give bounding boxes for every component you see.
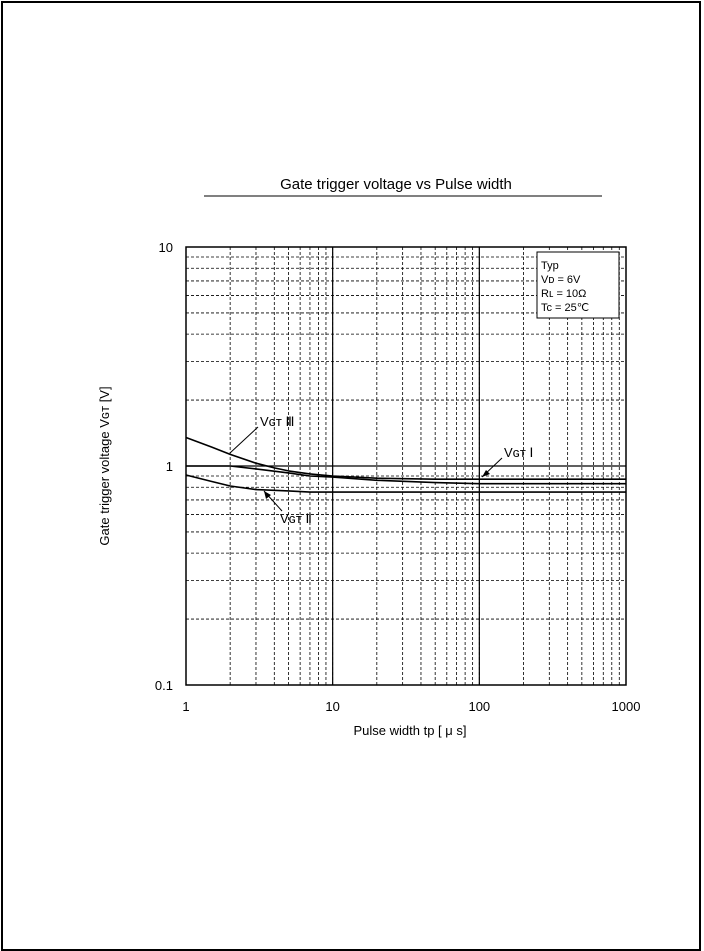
series-label-vgt1: Vɢᴛ Ⅰ xyxy=(481,445,533,478)
y-tick-label: 1 xyxy=(166,459,173,474)
conditions-box: Typ Vᴅ = 6V Rʟ = 10Ω Tc = 25℃ xyxy=(536,251,620,319)
label-vgt3: Vɢᴛ Ⅲ xyxy=(260,414,294,429)
series-line-3 xyxy=(185,474,626,493)
series-line-1 xyxy=(185,436,626,481)
arrowhead-vgt1 xyxy=(482,470,490,477)
x-tick-label: 100 xyxy=(468,699,490,714)
series-layer xyxy=(185,436,626,493)
x-axis-label: Pulse width tp [ μ s] xyxy=(354,723,467,738)
condition-rl: Rʟ = 10Ω xyxy=(541,288,586,300)
series-label-vgt3: Vɢᴛ Ⅲ xyxy=(229,414,294,454)
conditions-box-frame xyxy=(536,251,620,319)
y-axis-label: Gate trigger voltage Vɢᴛ [V] xyxy=(97,386,112,545)
grid xyxy=(186,247,626,685)
y-tick-label: 0.1 xyxy=(155,678,173,693)
label-vgt1: Vɢᴛ Ⅰ xyxy=(504,445,533,460)
label-vgt2: Vɢᴛ Ⅱ xyxy=(280,511,312,526)
arrowhead-vgt2 xyxy=(264,491,271,499)
x-tick-label: 1000 xyxy=(612,699,641,714)
y-tick-label: 10 xyxy=(159,240,173,255)
leader-line-vgt3 xyxy=(229,426,259,454)
x-tick-label: 1 xyxy=(182,699,189,714)
condition-tc: Tc = 25℃ xyxy=(541,302,589,314)
series-line-2 xyxy=(186,465,626,485)
tick-labels: 1 10 100 1000 0.1 1 10 xyxy=(155,240,641,714)
condition-typ: Typ xyxy=(541,260,559,272)
chart-title: Gate trigger voltage vs Pulse width xyxy=(280,176,512,193)
series-label-vgt2: Vɢᴛ Ⅱ xyxy=(263,490,312,526)
x-tick-label: 10 xyxy=(325,699,339,714)
condition-vd: Vᴅ = 6V xyxy=(541,274,581,286)
